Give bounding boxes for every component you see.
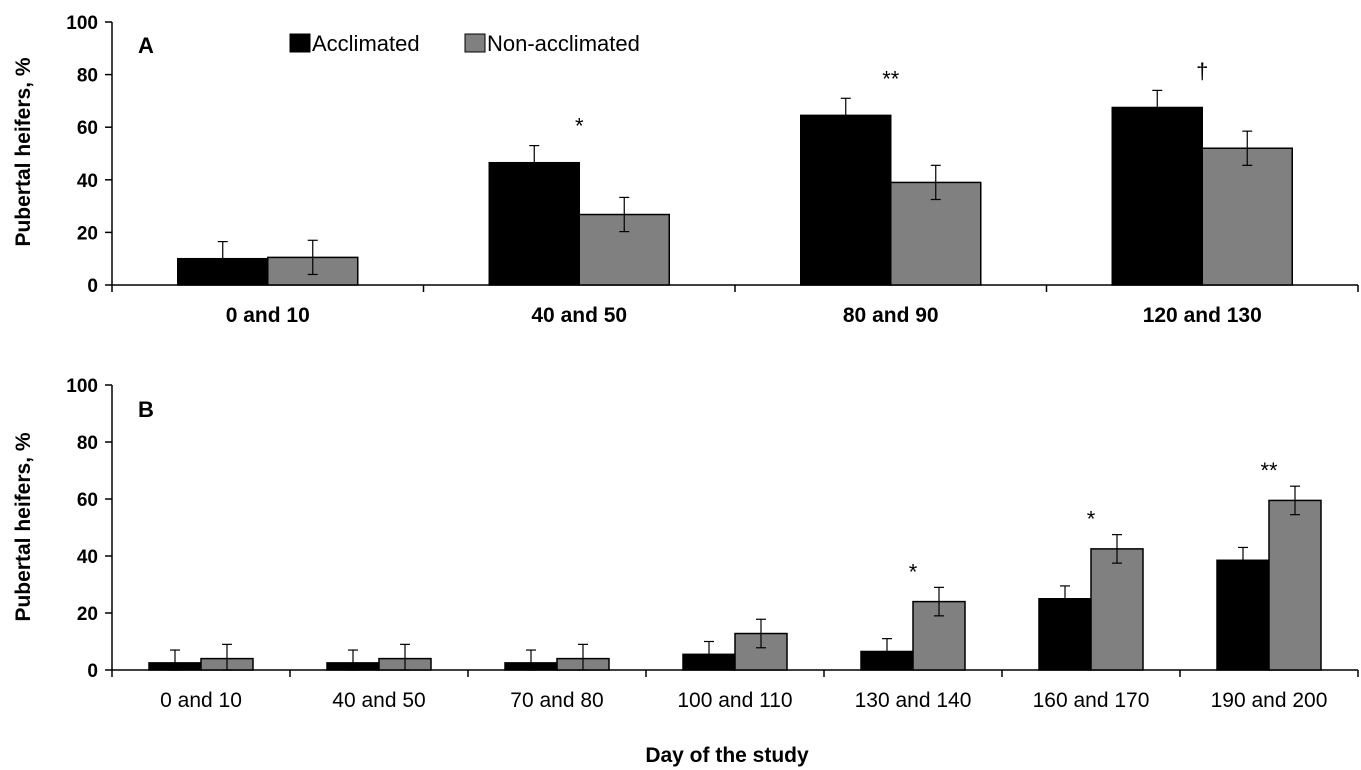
y-tick-label: 100: [66, 13, 98, 34]
x-tick-label: 80 and 90: [843, 304, 939, 327]
bar-acclimated: [800, 114, 892, 286]
significance-marker: *: [575, 114, 584, 139]
x-tick-label: 100 and 110: [677, 689, 792, 712]
significance-marker: **: [1260, 458, 1278, 483]
legend-swatch-acclimated: [289, 33, 311, 53]
y-tick-label: 80: [77, 66, 98, 87]
x-tick-label: 120 and 130: [1143, 304, 1262, 327]
x-tick-label: 40 and 50: [531, 304, 627, 327]
panel-b-label: B: [138, 397, 154, 422]
bar-acclimated: [1111, 106, 1203, 286]
panel-b-y-axis-label: Pubertal heifers, %: [12, 432, 35, 621]
y-tick-label: 80: [77, 433, 98, 454]
y-tick-label: 60: [77, 118, 98, 139]
x-tick-label: 40 and 50: [332, 689, 425, 712]
y-tick-label: 40: [77, 171, 98, 192]
legend-label-acclimated: Acclimated: [312, 31, 420, 56]
bar-non-acclimated: [1090, 548, 1144, 671]
significance-marker: *: [909, 559, 918, 584]
x-tick-label: 0 and 10: [226, 304, 310, 327]
panel-a-chart: A Pubertal heifers, % Acclimated Non-acc…: [12, 13, 1359, 327]
x-tick-label: 130 and 140: [855, 689, 972, 712]
legend-swatch-non-acclimated: [464, 33, 486, 53]
x-tick-label: 190 and 200: [1211, 689, 1328, 712]
y-tick-label: 0: [87, 661, 98, 682]
legend-label-non-acclimated: Non-acclimated: [487, 31, 640, 56]
legend: Acclimated Non-acclimated: [289, 31, 640, 56]
y-tick-label: 40: [77, 547, 98, 568]
significance-marker: **: [882, 66, 900, 91]
significance-marker: *: [1087, 507, 1096, 532]
bar-non-acclimated: [1268, 499, 1322, 671]
x-tick-label: 70 and 80: [510, 689, 603, 712]
y-tick-label: 20: [77, 223, 98, 244]
x-axis-label: Day of the study: [645, 744, 809, 767]
x-tick-label: 0 and 10: [160, 689, 242, 712]
panel-a-y-axis-label: Pubertal heifers, %: [12, 57, 35, 246]
bar-acclimated: [1038, 598, 1092, 671]
significance-marker: †: [1196, 58, 1208, 83]
bar-non-acclimated: [1201, 147, 1293, 286]
panel-a-label: A: [138, 33, 154, 58]
bar-acclimated: [1216, 559, 1270, 671]
y-tick-label: 20: [77, 604, 98, 625]
x-tick-label: 160 and 170: [1033, 689, 1150, 712]
y-tick-label: 60: [77, 490, 98, 511]
y-tick-label: 100: [66, 376, 98, 397]
bar-acclimated: [488, 161, 580, 286]
panel-b-chart: B Pubertal heifers, % 0 20 40 60 80 100 0 and …: [12, 376, 1359, 712]
y-tick-label: 0: [87, 276, 98, 297]
